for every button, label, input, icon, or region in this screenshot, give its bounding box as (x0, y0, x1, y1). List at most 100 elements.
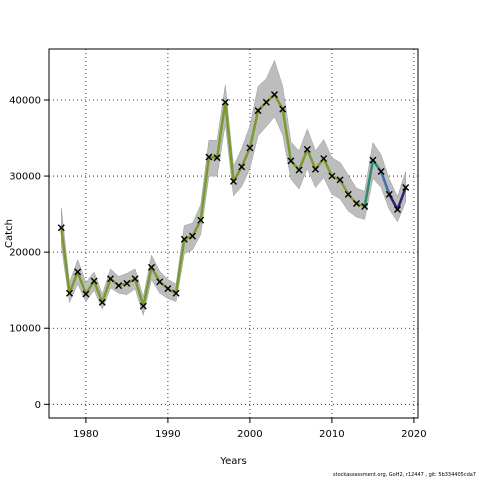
observed-point (295, 166, 303, 174)
marker-stroke (369, 156, 377, 164)
x-tick-label: 1980 (73, 429, 98, 440)
marker-stroke (180, 235, 188, 243)
observed-point (189, 232, 196, 240)
observed-point (361, 202, 369, 210)
marker-stroke (148, 263, 155, 271)
observed-point (328, 172, 336, 180)
y-tick-label: 10000 (9, 324, 41, 335)
observed-point (353, 199, 360, 207)
observed-point (279, 105, 287, 113)
marker-stroke (246, 144, 254, 152)
plot-frame (48, 48, 419, 419)
marker-stroke (385, 190, 393, 198)
observed-point (139, 302, 147, 310)
marker-stroke (361, 202, 369, 210)
observed-point (98, 298, 106, 306)
observed-point (303, 145, 311, 153)
observed-point (271, 91, 278, 99)
marker-stroke (57, 224, 65, 232)
marker-stroke (221, 98, 229, 106)
observed-point (394, 206, 401, 214)
x-tick-label: 2010 (319, 429, 344, 440)
observed-point (238, 163, 246, 171)
observed-point (369, 156, 377, 164)
marker-stroke (90, 277, 98, 285)
marker-stroke (82, 290, 90, 298)
y-tick-label: 20000 (9, 248, 41, 259)
marker-stroke (271, 91, 278, 99)
axes: 1980 1990 2000 2010 2020 0 10000 20000 30000 4000… (9, 95, 426, 440)
uncertainty-band (61, 59, 406, 317)
observed-point (164, 285, 172, 293)
observed-markers (57, 91, 410, 310)
observed-point (262, 98, 270, 106)
marker-stroke (295, 166, 303, 174)
observed-point (344, 190, 352, 198)
marker-stroke (66, 289, 73, 297)
observed-point (205, 153, 213, 161)
observed-point (254, 107, 262, 115)
observed-point (66, 289, 73, 297)
marker-stroke (279, 105, 287, 113)
marker-stroke (131, 275, 139, 283)
observed-point (213, 154, 221, 162)
marker-stroke (312, 165, 319, 173)
observed-point (402, 183, 410, 191)
marker-stroke (205, 153, 213, 161)
marker-stroke (303, 145, 311, 153)
marker-stroke (328, 172, 336, 180)
observed-point (246, 144, 254, 152)
y-axis-title: Catch (4, 219, 15, 248)
observed-point (82, 290, 90, 298)
observed-point (123, 279, 131, 287)
observed-point (385, 190, 393, 198)
observed-point (131, 275, 139, 283)
marker-stroke (336, 176, 344, 184)
x-axis-title: Years (219, 456, 246, 467)
marker-stroke (197, 216, 205, 224)
observed-point (57, 224, 65, 232)
observed-point (148, 263, 155, 271)
marker-stroke (107, 275, 114, 283)
x-tick-label: 2000 (237, 429, 262, 440)
footer-credit: stockassessment.org, GoH2, r12447 , git:… (333, 472, 476, 478)
observed-point (336, 176, 344, 184)
marker-stroke (254, 107, 262, 115)
observed-point (172, 289, 180, 297)
marker-stroke (394, 206, 401, 214)
marker-stroke (287, 157, 295, 165)
observed-point (74, 268, 82, 276)
observed-point (197, 216, 205, 224)
x-tick-label: 2020 (401, 429, 426, 440)
marker-stroke (139, 302, 147, 310)
y-tick-label: 30000 (9, 172, 41, 183)
marker-stroke (262, 98, 270, 106)
observed-point (287, 157, 295, 165)
observed-point (230, 177, 237, 185)
marker-stroke (98, 298, 106, 306)
observed-point (90, 277, 98, 285)
marker-stroke (320, 155, 328, 163)
marker-stroke (402, 183, 410, 191)
series-line-4 (379, 171, 391, 195)
observed-point (221, 98, 229, 106)
marker-stroke (353, 199, 360, 207)
marker-stroke (377, 167, 385, 175)
marker-stroke (213, 154, 221, 162)
marker-stroke (164, 285, 172, 293)
confidence-band (61, 59, 406, 317)
marker-stroke (156, 278, 164, 286)
marker-stroke (123, 279, 131, 287)
observed-point (115, 282, 123, 290)
observed-point (156, 278, 164, 286)
y-tick-label: 40000 (9, 95, 41, 106)
marker-stroke (172, 289, 180, 297)
observed-point (320, 155, 328, 163)
observed-point (107, 275, 114, 283)
marker-stroke (238, 163, 246, 171)
y-tick-label: 0 (35, 400, 41, 411)
x-tick-label: 1990 (155, 429, 180, 440)
marker-stroke (189, 232, 196, 240)
marker-stroke (230, 177, 237, 185)
